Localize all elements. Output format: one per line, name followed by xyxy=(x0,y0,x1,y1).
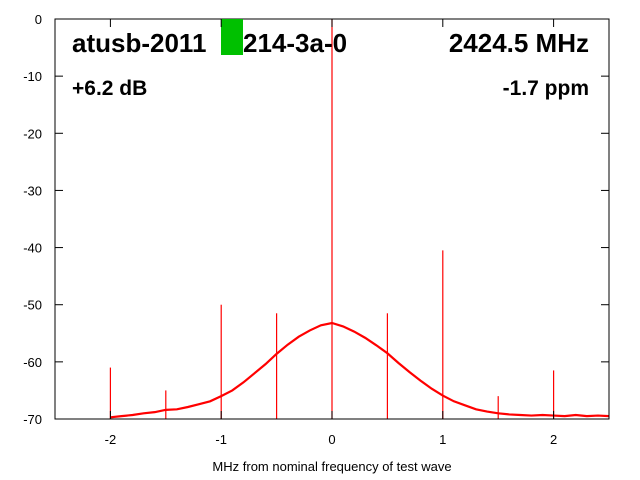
device-label-suffix: 214-3a-0 xyxy=(243,28,347,58)
highlight-block xyxy=(221,19,243,55)
y-tick-label: -10 xyxy=(23,69,42,84)
frequency-label: 2424.5 MHz xyxy=(449,28,589,58)
y-tick-label: 0 xyxy=(35,12,42,27)
x-axis-label: MHz from nominal frequency of test wave xyxy=(212,459,451,474)
x-tick-label: 1 xyxy=(439,432,446,447)
y-tick-label: -50 xyxy=(23,298,42,313)
x-tick-label: 0 xyxy=(328,432,335,447)
y-tick-label: -40 xyxy=(23,241,42,256)
x-tick-label: 2 xyxy=(550,432,557,447)
y-tick-label: -70 xyxy=(23,412,42,427)
gain-label: +6.2 dB xyxy=(72,77,147,100)
y-tick-label: -60 xyxy=(23,355,42,370)
plot-area xyxy=(109,19,610,419)
y-tick-label: -20 xyxy=(23,126,42,141)
y-tick-label: -30 xyxy=(23,183,42,198)
x-tick-label: -2 xyxy=(105,432,117,447)
x-tick-label: -1 xyxy=(215,432,227,447)
offset-label: -1.7 ppm xyxy=(503,77,589,100)
device-label: atusb-2011 xyxy=(72,28,206,58)
spectrum-line xyxy=(110,321,610,419)
